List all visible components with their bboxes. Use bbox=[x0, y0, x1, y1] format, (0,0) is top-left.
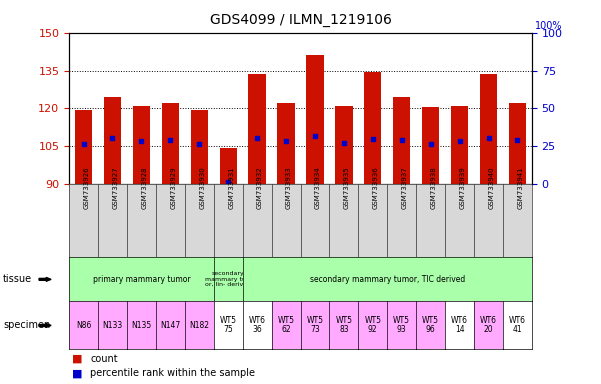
Bar bbox=[219, 148, 237, 184]
Text: WT6
36: WT6 36 bbox=[249, 316, 266, 334]
Text: primary mammary tumor: primary mammary tumor bbox=[93, 275, 191, 284]
Text: GSM733941: GSM733941 bbox=[517, 167, 523, 209]
Bar bbox=[480, 74, 497, 184]
Text: 100%: 100% bbox=[535, 21, 563, 31]
Text: GSM733935: GSM733935 bbox=[344, 167, 350, 209]
Text: GSM733933: GSM733933 bbox=[286, 167, 292, 209]
Text: percentile rank within the sample: percentile rank within the sample bbox=[90, 368, 255, 378]
Text: GDS4099 / ILMN_1219106: GDS4099 / ILMN_1219106 bbox=[210, 13, 391, 27]
Text: WT5
73: WT5 73 bbox=[307, 316, 323, 334]
Text: WT6
20: WT6 20 bbox=[480, 316, 497, 334]
Bar bbox=[364, 72, 382, 184]
Bar bbox=[451, 106, 468, 184]
Text: GSM733937: GSM733937 bbox=[401, 167, 407, 209]
Text: ■: ■ bbox=[72, 354, 82, 364]
Text: WT6
14: WT6 14 bbox=[451, 316, 468, 334]
Text: GSM733930: GSM733930 bbox=[200, 167, 206, 209]
Text: GSM733934: GSM733934 bbox=[315, 167, 321, 209]
Text: tissue: tissue bbox=[3, 274, 32, 285]
Text: GSM733927: GSM733927 bbox=[112, 167, 118, 209]
Text: GSM733929: GSM733929 bbox=[170, 167, 176, 209]
Bar bbox=[133, 106, 150, 184]
Text: N133: N133 bbox=[102, 321, 123, 330]
Bar bbox=[508, 103, 526, 184]
Text: N86: N86 bbox=[76, 321, 91, 330]
Text: WT5
75: WT5 75 bbox=[220, 316, 237, 334]
Text: N182: N182 bbox=[189, 321, 209, 330]
Text: WT5
62: WT5 62 bbox=[278, 316, 294, 334]
Text: WT5
96: WT5 96 bbox=[422, 316, 439, 334]
Bar bbox=[393, 97, 410, 184]
Text: N147: N147 bbox=[160, 321, 180, 330]
Text: GSM733936: GSM733936 bbox=[373, 167, 379, 209]
Text: WT5
93: WT5 93 bbox=[393, 316, 410, 334]
Bar bbox=[335, 106, 353, 184]
Text: WT5
83: WT5 83 bbox=[335, 316, 352, 334]
Text: secondary
mammary tum
or, lin- derived: secondary mammary tum or, lin- derived bbox=[204, 271, 252, 287]
Text: WT5
92: WT5 92 bbox=[364, 316, 381, 334]
Text: GSM733928: GSM733928 bbox=[141, 167, 147, 209]
Text: ■: ■ bbox=[72, 368, 82, 378]
Text: GSM733926: GSM733926 bbox=[84, 167, 90, 209]
Bar bbox=[248, 74, 266, 184]
Bar bbox=[307, 55, 324, 184]
Bar bbox=[191, 110, 208, 184]
Text: count: count bbox=[90, 354, 118, 364]
Text: secondary mammary tumor, TIC derived: secondary mammary tumor, TIC derived bbox=[310, 275, 465, 284]
Text: N135: N135 bbox=[131, 321, 151, 330]
Text: specimen: specimen bbox=[3, 320, 50, 331]
Bar bbox=[104, 97, 121, 184]
Text: WT6
41: WT6 41 bbox=[509, 316, 526, 334]
Bar bbox=[422, 107, 439, 184]
Text: GSM733940: GSM733940 bbox=[489, 167, 495, 209]
Text: GSM733932: GSM733932 bbox=[257, 167, 263, 209]
Text: GSM733939: GSM733939 bbox=[460, 167, 466, 209]
Bar bbox=[162, 103, 179, 184]
Text: GSM733938: GSM733938 bbox=[431, 167, 437, 209]
Text: GSM733931: GSM733931 bbox=[228, 167, 234, 209]
Bar bbox=[277, 103, 294, 184]
Bar bbox=[75, 110, 93, 184]
